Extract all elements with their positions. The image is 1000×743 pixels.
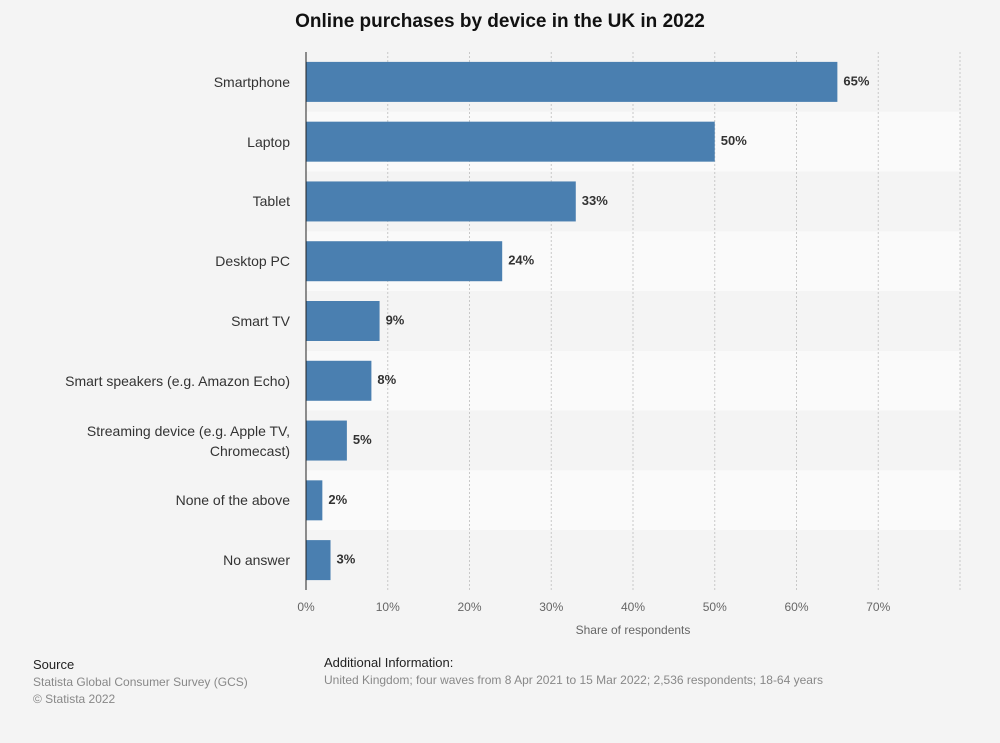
x-tick-label: 50% bbox=[703, 600, 727, 614]
bar bbox=[306, 121, 715, 162]
value-label: 50% bbox=[721, 133, 747, 148]
bar bbox=[306, 241, 503, 282]
bar bbox=[306, 61, 838, 102]
bar bbox=[306, 301, 380, 341]
value-label: 2% bbox=[328, 492, 347, 507]
info: United Kingdom; four waves from 8 Apr 20… bbox=[324, 673, 823, 687]
value-label: 33% bbox=[582, 193, 608, 208]
category-label: None of the above bbox=[175, 492, 290, 509]
x-tick-label: 20% bbox=[457, 600, 481, 614]
category-label: Tablet bbox=[252, 193, 290, 210]
x-axis-label: Share of respondents bbox=[576, 623, 691, 637]
x-tick-label: 0% bbox=[297, 600, 315, 614]
x-tick-label: 10% bbox=[376, 600, 400, 614]
category-label: Laptop bbox=[247, 133, 290, 150]
x-tick-label: 60% bbox=[784, 600, 808, 614]
category-label: Smart TV bbox=[231, 313, 290, 329]
value-label: 3% bbox=[337, 552, 356, 567]
category-label: Smart speakers (e.g. Amazon Echo) bbox=[65, 372, 290, 389]
bar bbox=[306, 480, 323, 521]
x-tick-label: 30% bbox=[539, 600, 563, 614]
value-label: 9% bbox=[386, 312, 405, 327]
bar bbox=[306, 181, 576, 222]
info-heading: Additional Information: bbox=[324, 655, 454, 670]
value-label: 24% bbox=[508, 253, 534, 268]
source: Statista Global Consumer Survey (GCS) bbox=[33, 675, 248, 689]
source-heading: Source bbox=[33, 657, 75, 672]
bar bbox=[306, 420, 347, 461]
x-tick-label: 70% bbox=[866, 600, 890, 614]
bar bbox=[306, 360, 372, 401]
chart-title: Online purchases by device in the UK in … bbox=[295, 11, 705, 32]
value-label: 65% bbox=[843, 73, 869, 88]
value-label: 5% bbox=[353, 432, 372, 447]
value-label: 8% bbox=[377, 372, 396, 387]
category-label: No answer bbox=[223, 552, 290, 569]
copyright: © Statista 2022 bbox=[33, 692, 116, 706]
bar bbox=[306, 540, 331, 581]
category-label: Smartphone bbox=[213, 73, 290, 90]
x-tick-label: 40% bbox=[621, 600, 645, 614]
category-label: Streaming device (e.g. Apple TV, Chromec… bbox=[86, 422, 290, 459]
category-label: Desktop PC bbox=[215, 253, 290, 270]
